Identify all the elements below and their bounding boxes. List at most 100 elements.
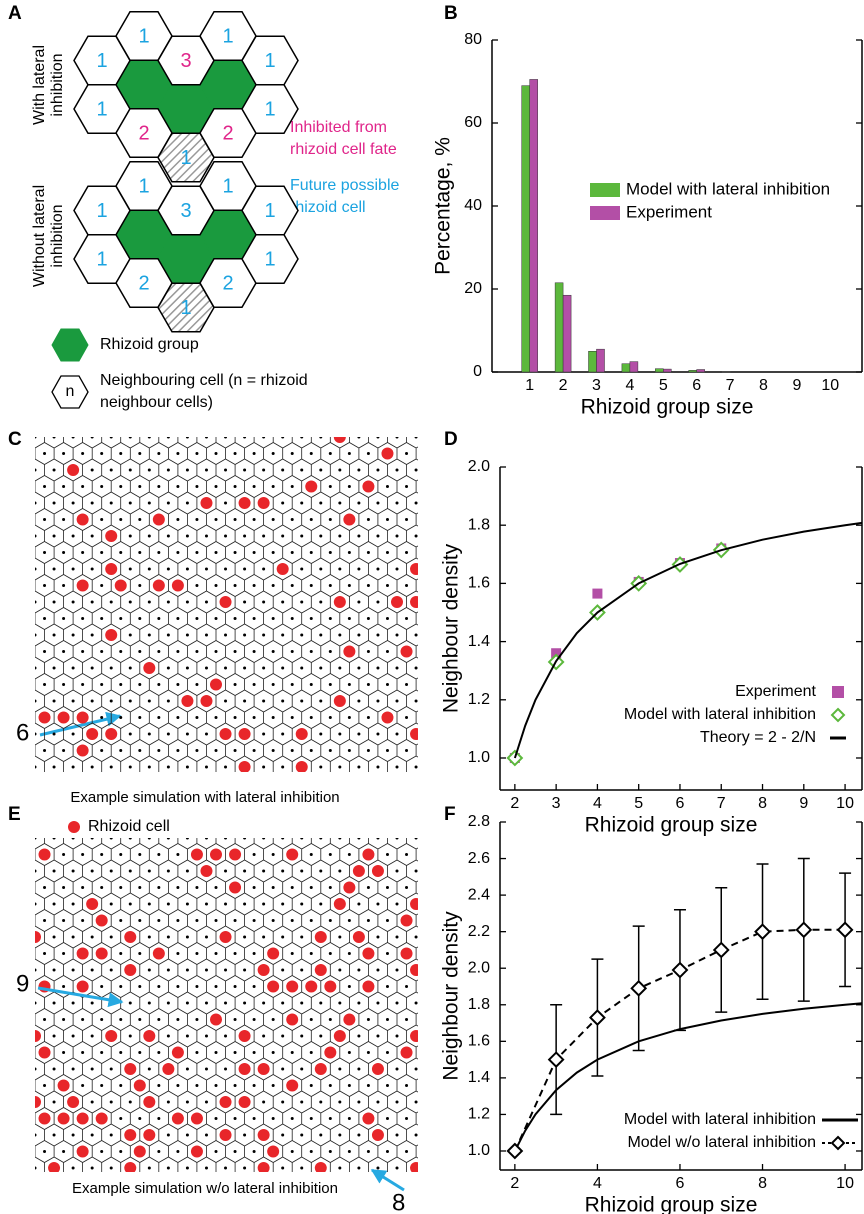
nucleus: [186, 837, 189, 840]
nucleus: [129, 1035, 132, 1038]
nucleus: [129, 837, 132, 840]
nucleus: [405, 985, 408, 988]
nucleus: [129, 601, 132, 604]
nucleus: [272, 749, 275, 752]
nucleus: [14, 535, 17, 538]
bar: [522, 86, 530, 372]
nucleus: [291, 518, 294, 521]
nucleus: [272, 1117, 275, 1120]
nucleus: [186, 634, 189, 637]
nucleus: [262, 535, 265, 538]
nucleus: [319, 903, 322, 906]
nucleus: [91, 969, 94, 972]
nucleus: [253, 1150, 256, 1153]
nucleus: [24, 1117, 27, 1120]
nucleus: [338, 969, 341, 972]
nucleus: [434, 1101, 437, 1104]
nucleus: [338, 634, 341, 637]
nucleus: [310, 749, 313, 752]
y-tick-label: 1.4: [468, 633, 490, 650]
bar: [597, 349, 605, 372]
nucleus: [167, 601, 170, 604]
nucleus: [291, 617, 294, 620]
nucleus: [195, 919, 198, 922]
nucleus: [81, 551, 84, 554]
nucleus: [148, 535, 151, 538]
nucleus: [100, 749, 103, 752]
nucleus: [243, 700, 246, 703]
nucleus: [415, 936, 418, 939]
rhizoid-cell: [267, 948, 279, 960]
nucleus: [443, 886, 446, 889]
nucleus: [357, 469, 360, 472]
x-tick-label: 6: [676, 1175, 685, 1192]
nucleus: [186, 1134, 189, 1137]
nucleus: [376, 667, 379, 670]
nucleus: [405, 617, 408, 620]
nucleus: [253, 1018, 256, 1021]
nucleus: [176, 650, 179, 653]
nucleus: [24, 919, 27, 922]
nucleus: [110, 1068, 113, 1071]
nucleus: [167, 903, 170, 906]
nucleus: [262, 1101, 265, 1104]
rhizoid-cell: [315, 931, 327, 943]
caption: Example simulation with lateral inhibiti…: [70, 789, 339, 806]
y-tick-label: 2.0: [468, 959, 490, 976]
nucleus: [243, 469, 246, 472]
nucleus: [272, 1018, 275, 1021]
nucleus: [167, 733, 170, 736]
nucleus: [157, 886, 160, 889]
nucleus: [62, 886, 65, 889]
nucleus: [329, 617, 332, 620]
y-tick-label: 2.6: [468, 850, 490, 867]
nucleus: [310, 452, 313, 455]
nucleus: [319, 1101, 322, 1104]
rhizoid-cell: [39, 1047, 51, 1059]
nucleus: [176, 1084, 179, 1087]
nucleus: [424, 1117, 427, 1120]
nucleus: [81, 617, 84, 620]
nucleus: [72, 568, 75, 571]
nucleus: [186, 1035, 189, 1038]
cell-count: 2: [138, 122, 149, 144]
rhizoid-cell: [96, 1113, 108, 1125]
rhizoid-cell: [191, 1113, 203, 1125]
nucleus: [243, 568, 246, 571]
nucleus: [348, 749, 351, 752]
nucleus: [14, 700, 17, 703]
nucleus: [262, 936, 265, 939]
nucleus: [24, 485, 27, 488]
nucleus: [224, 969, 227, 972]
nucleus: [376, 535, 379, 538]
nucleus: [434, 634, 437, 637]
nucleus: [167, 1167, 170, 1170]
nucleus: [205, 1101, 208, 1104]
nucleus: [119, 1150, 122, 1153]
nucleus: [319, 469, 322, 472]
bar: [655, 369, 663, 372]
nucleus: [348, 485, 351, 488]
nucleus: [157, 1150, 160, 1153]
nucleus: [281, 903, 284, 906]
nucleus: [205, 436, 208, 439]
nucleus: [253, 749, 256, 752]
nucleus: [24, 952, 27, 955]
nucleus: [357, 535, 360, 538]
legend-text: Rhizoid cell: [88, 818, 170, 835]
nucleus: [224, 766, 227, 769]
rotated-label: With lateral inhibition: [31, 45, 66, 125]
nucleus: [34, 1167, 37, 1170]
nucleus: [34, 903, 37, 906]
nucleus: [434, 1167, 437, 1170]
nucleus: [176, 985, 179, 988]
rhizoid-cell: [10, 596, 22, 608]
nucleus: [195, 683, 198, 686]
nucleus: [443, 1117, 446, 1120]
nucleus: [129, 1101, 132, 1104]
nucleus: [157, 551, 160, 554]
nucleus: [129, 766, 132, 769]
nucleus: [167, 469, 170, 472]
rhizoid-cell: [239, 1030, 251, 1042]
nucleus: [72, 936, 75, 939]
